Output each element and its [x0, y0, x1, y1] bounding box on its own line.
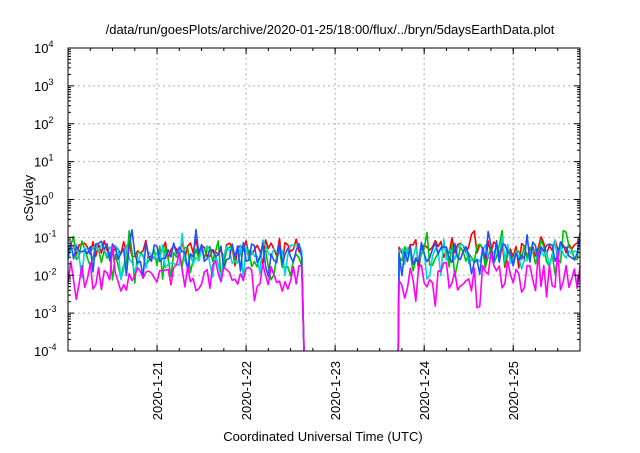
y-tick-label: 10-2 — [34, 266, 56, 283]
y-tick-label: 10-3 — [34, 304, 56, 321]
series-line-2-segment-1 — [67, 230, 305, 352]
series-line-4-segment-1 — [67, 228, 305, 352]
series-line-5-segment-1 — [67, 245, 305, 352]
x-tick-label: 2020-1-24 — [417, 361, 432, 420]
x-tick-label: 2020-1-22 — [239, 361, 254, 420]
ticks: 10-4 10-3 10-2 10-1 100 101 102 103 104 2020-1-21… — [34, 39, 581, 420]
x-tick-label: 2020-1-21 — [150, 361, 165, 420]
y-tick-label: 10-1 — [34, 228, 56, 245]
series-group — [67, 228, 581, 352]
series-line-1-segment-2 — [397, 230, 581, 352]
x-tick-label: 2020-1-23 — [328, 361, 343, 420]
x-axis-label: Coordinated Universal Time (UTC) — [223, 429, 422, 444]
y-tick-label: 101 — [34, 153, 53, 170]
series-line-4-segment-2 — [397, 230, 581, 352]
x-tick-label: 2020-1-25 — [506, 361, 521, 420]
chart-title: /data/run/goesPlots/archive/2020-01-25/1… — [106, 22, 555, 37]
y-tick-label: 104 — [34, 39, 53, 56]
y-tick-label: 100 — [34, 191, 53, 208]
y-axis-label: cSv/day — [21, 174, 36, 221]
series-line-5-segment-2 — [397, 250, 581, 352]
y-tick-label: 103 — [34, 77, 53, 94]
y-tick-label: 102 — [34, 115, 53, 132]
grid — [68, 48, 580, 351]
y-tick-label: 10-4 — [34, 342, 56, 359]
